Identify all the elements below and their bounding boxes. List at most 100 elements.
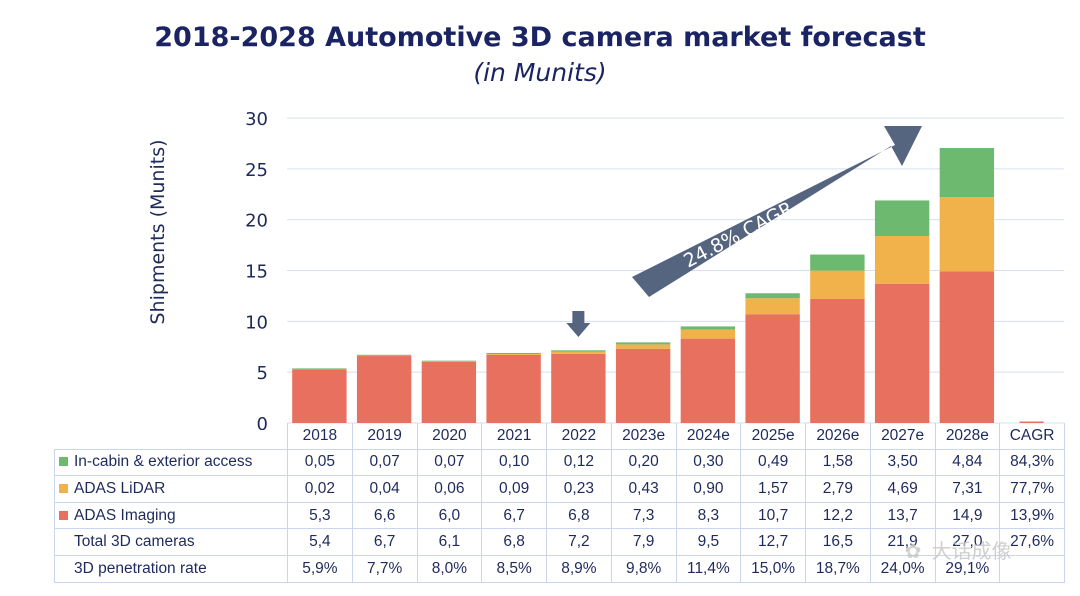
table-cell: 0,49 — [740, 448, 806, 477]
table-cell: 9,5 — [675, 528, 742, 556]
table-cell: 11,4% — [675, 554, 742, 583]
legend-label: Total 3D cameras — [74, 533, 195, 551]
table-cell: 10,7 — [740, 501, 806, 530]
table-cell: 0,09 — [481, 475, 547, 503]
y-tick-label: 5 — [257, 363, 268, 384]
x-tick-label: 2021 — [481, 423, 547, 450]
table-cell: 7,31 — [934, 475, 1001, 503]
legend-swatch — [59, 564, 68, 573]
bar-in-cabin-exterior-access-2023e — [615, 342, 671, 345]
bar-adas-imaging-2019 — [356, 355, 412, 423]
table-cell: 14,9 — [934, 501, 1001, 530]
watermark-text: 大话成像 — [931, 541, 1012, 563]
table-cell: 4,84 — [934, 448, 1001, 477]
bar-in-cabin-exterior-access-2020 — [421, 360, 477, 362]
bar-adas-lidar-2026e — [810, 270, 865, 299]
y-tick-label: 15 — [245, 262, 268, 283]
legend-swatch — [59, 483, 68, 493]
table-cell: 0,05 — [287, 448, 353, 477]
y-tick-label: 25 — [245, 160, 268, 181]
bar-chart: 0 5 10 15 20 25 30 24.8% CAGR2022-2028 — [245, 109, 1064, 430]
table-row: In-cabin & exterior access 0,05 0,07 0,07 0,… — [54, 448, 1065, 477]
table-cell: 0,23 — [546, 475, 612, 503]
bar-adas-lidar-2024e — [680, 329, 736, 339]
table-cell: 15,0% — [740, 554, 806, 583]
table-cell: 7,7% — [351, 554, 418, 583]
y-tick-label: 20 — [245, 211, 268, 232]
y-tick-label: 10 — [245, 312, 268, 333]
table-header-row: 2018 2019 2020 2021 2022 2023e 2024e 2025e 2026e… — [55, 423, 1065, 450]
x-tick-label: 2022 — [546, 423, 612, 450]
bar-adas-imaging-2025e — [745, 314, 800, 423]
table-cell: 21,9 — [869, 528, 936, 556]
bar-adas-lidar-2022 — [551, 351, 606, 354]
x-tick-label: 2026e — [805, 423, 871, 450]
bar-in-cabin-exterior-access-2028e — [939, 147, 995, 198]
table-cell: 6,0 — [416, 501, 483, 530]
bar-in-cabin-exterior-access-2024e — [680, 326, 736, 330]
bar-adas-imaging-2021 — [486, 354, 541, 423]
bar-adas-imaging-2022 — [551, 353, 606, 423]
x-tick-label: 2027e — [869, 423, 936, 450]
data-table: 2018 2019 2020 2021 2022 2023e 2024e 2025e 2026e… — [54, 423, 1065, 583]
x-tick-label: 2024e — [675, 423, 742, 450]
table-cell: 0,10 — [481, 448, 547, 477]
table-cell: 84,3% — [999, 448, 1065, 477]
bar-in-cabin-exterior-access-2021 — [486, 352, 541, 354]
table-cell: 5,9% — [287, 554, 353, 583]
table-cell: 8,0% — [416, 554, 483, 583]
table-cell: 6,8 — [481, 528, 547, 556]
cagr-header: CAGR — [999, 423, 1065, 450]
legend-label: 3D penetration rate — [74, 559, 207, 577]
x-tick-label: 2023e — [610, 423, 677, 450]
wechat-icon: ✿ — [904, 541, 922, 563]
bar-adas-imaging-2024e — [680, 338, 736, 423]
x-tick-label: 2018 — [287, 423, 353, 450]
row-label-cell: In-cabin & exterior access — [54, 448, 288, 477]
table-cell: 16,5 — [805, 528, 871, 556]
table-cell: 27,6% — [999, 528, 1065, 556]
table-cell: 0,02 — [287, 475, 353, 503]
table-row: ADAS Imaging 5,3 6,6 6,0 6,7 6,8 7,3 8,3 10,7 12,… — [54, 501, 1065, 530]
x-tick-label: 2019 — [351, 423, 418, 450]
table-row: 3D penetration rate 5,9% 7,7% 8,0% 8,5% 8,9% 9… — [54, 554, 1065, 583]
row-label-cell: Total 3D cameras — [54, 528, 288, 556]
bar-adas-imaging-2028e — [939, 271, 995, 423]
cagr-column-marker — [1019, 421, 1044, 423]
legend-label: ADAS Imaging — [74, 506, 176, 524]
table-cell: 8,5% — [481, 554, 547, 583]
bar-adas-lidar-2019 — [356, 355, 412, 357]
bar-in-cabin-exterior-access-2018 — [292, 368, 347, 370]
table-cell: 5,3 — [287, 501, 353, 530]
legend-swatch — [59, 457, 68, 467]
bar-adas-lidar-2020 — [421, 361, 477, 362]
table-cell: 1,58 — [805, 448, 871, 477]
bar-adas-imaging-2026e — [810, 298, 865, 423]
chart-subtitle: (in Munits) — [473, 58, 607, 87]
table-cell: 8,9% — [546, 554, 612, 583]
table-cell: 5,4 — [287, 528, 353, 556]
table-cell: 0,04 — [351, 475, 418, 503]
table-cell: 0,06 — [416, 475, 483, 503]
bar-adas-imaging-2018 — [292, 369, 347, 423]
table-cell: 12,2 — [805, 501, 871, 530]
table-cell: 3,50 — [869, 448, 936, 477]
table-cell: 9,8% — [610, 554, 677, 583]
table-row: ADAS LiDAR 0,02 0,04 0,06 0,09 0,23 0,43 0,90 1,… — [54, 475, 1065, 503]
y-tick-label: 30 — [245, 109, 268, 130]
x-tick-label: 2020 — [416, 423, 483, 450]
row-label-cell: ADAS LiDAR — [54, 475, 288, 503]
table-cell: 0,12 — [546, 448, 612, 477]
table-row: Total 3D cameras 5,4 6,7 6,1 6,8 7,2 7,9 9,5 12,… — [54, 528, 1065, 556]
table-cell: 0,43 — [610, 475, 677, 503]
x-tick-label: 2025e — [740, 423, 806, 450]
table-cell: 8,3 — [675, 501, 742, 530]
table-cell: 7,9 — [610, 528, 677, 556]
table-cell — [999, 554, 1065, 583]
table-cell: 24,0% — [869, 554, 936, 583]
table-cell: 6,7 — [481, 501, 547, 530]
bar-adas-imaging-2020 — [421, 362, 477, 423]
table-corner — [55, 423, 288, 449]
table-cell: 7,3 — [610, 501, 677, 530]
x-tick-label: 2028e — [934, 423, 1001, 450]
